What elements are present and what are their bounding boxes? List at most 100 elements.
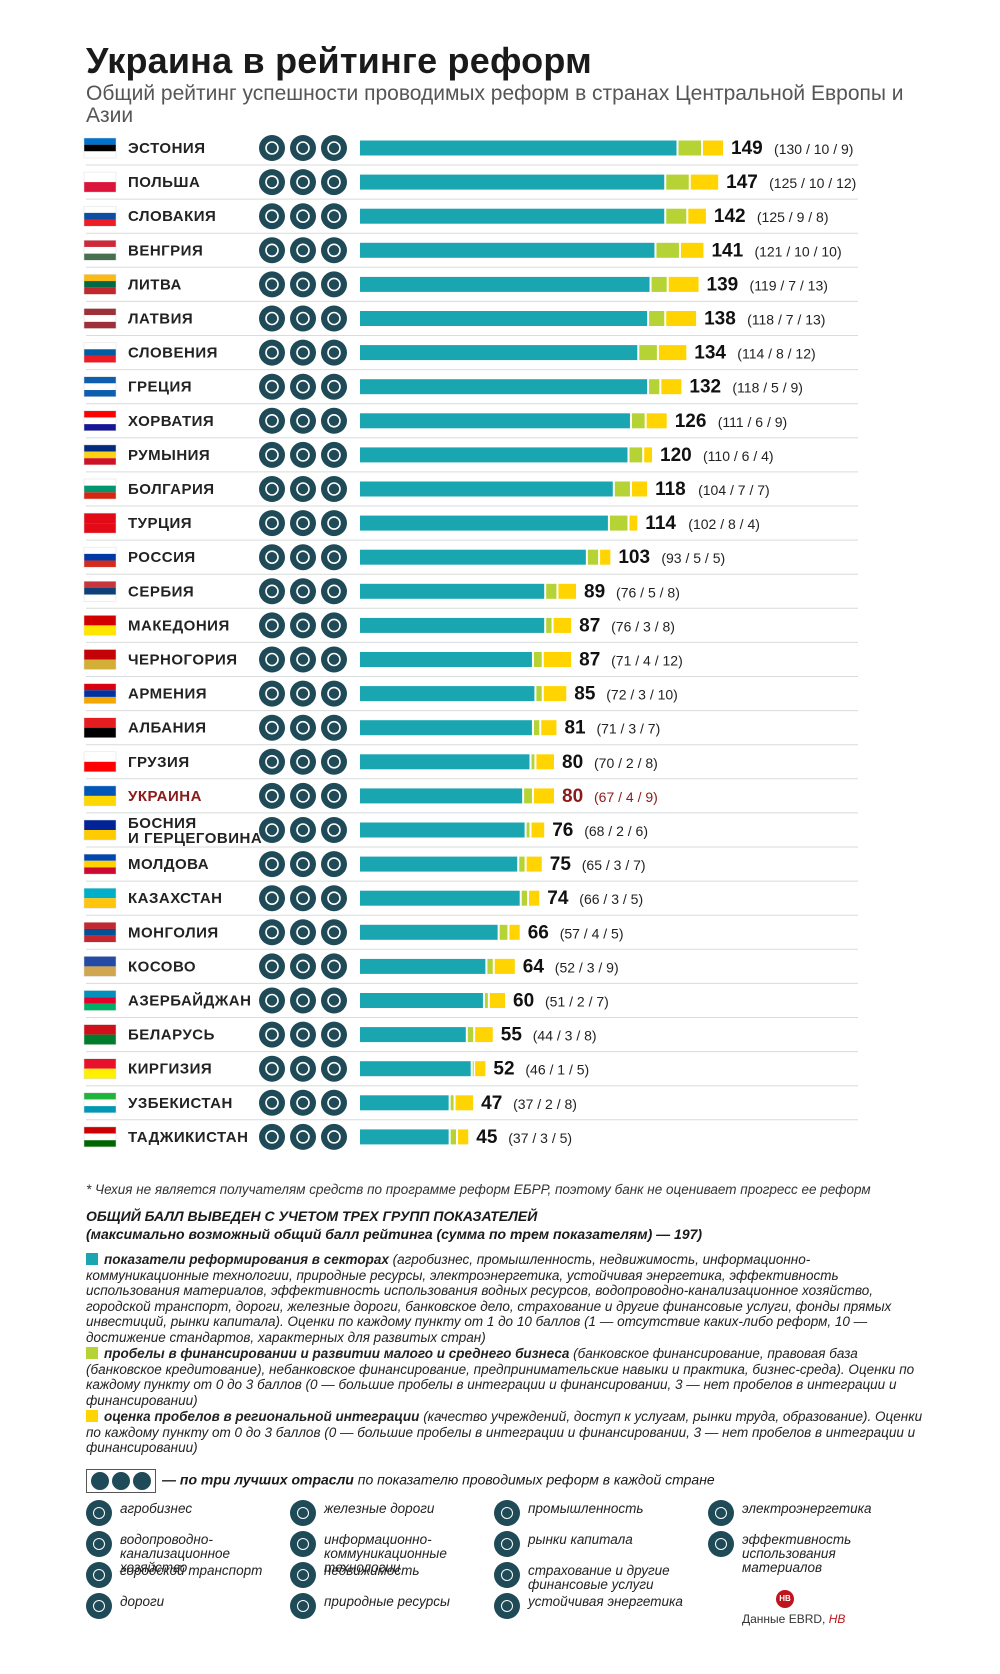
best-title: — по три лучших отрасли [162,1471,354,1488]
best-sectors-icons [86,1469,156,1493]
sector-icon-glyph [327,413,341,428]
sector-icon-glyph [327,1130,341,1144]
chart-row: МОЛДОВА 75 (65 / 3 / 7) [83,851,858,882]
sector-icon [259,817,285,843]
icon-key-label: городской транспорт [120,1563,263,1578]
parts-label: (125 / 9 / 8) [757,209,829,225]
flag-icon [83,887,117,909]
bar-sector [360,276,650,292]
sector-icon [259,1055,285,1082]
sector-icon-glyph [296,754,310,769]
sector-icon [259,748,285,775]
ranking-chart: ЭСТОНИЯ 149 (130 / 10 / 9) ПОЛЬША 147 (125 / … [83,135,858,1150]
sector-icon [290,919,316,946]
sector-icon [290,544,316,571]
sector-icon-glyph [327,1027,341,1042]
bar-integration [690,174,719,190]
sector-icon-glyph [296,959,310,974]
country-label: И ГЕРЦЕГОВИНА [128,830,262,847]
bar-integration [455,1095,474,1111]
country-label: ЧЕРНОГОРИЯ [128,652,238,669]
sector-icon-glyph [296,720,310,735]
sector-icon [86,1531,112,1557]
sector-icon [290,748,316,775]
sector-icon [321,714,347,741]
sector-icon [259,578,285,605]
sector-icon [321,510,347,537]
total-label: 89 [584,581,605,602]
parts-label: (125 / 10 / 12) [769,175,856,191]
parts-label: (37 / 2 / 8) [513,1096,577,1112]
bar-finance [484,993,488,1008]
sector-icon [290,476,316,502]
sector-icon [494,1500,520,1526]
icon-key-label: эффективность использования материалов [742,1532,852,1575]
sector-icon-glyph [265,448,279,462]
sector-icon-glyph [296,209,310,223]
bar-integration [600,549,611,565]
bar-finance [531,754,535,770]
sector-icon [290,1021,316,1048]
sector-icon [321,817,347,843]
sector-icon [259,646,285,673]
flag-icon [83,137,117,159]
sector-icon [321,953,347,980]
bar-integration [526,856,542,872]
sector-icon [321,987,347,1014]
total-label: 87 [579,650,600,671]
sector-icon [321,305,347,332]
flag-icon [83,683,117,704]
icon-key-label: устойчивая энергетика [528,1594,683,1609]
flag-icon [83,410,117,432]
flag-icon [83,990,117,1011]
bar-finance [519,856,525,872]
sector-icon-glyph [265,1027,279,1042]
sector-icon [259,544,285,571]
icon-key-label: страхование и другие финансовые услуги [528,1563,670,1592]
sector-icon [259,373,285,400]
total-label: 147 [726,172,758,193]
sector-icon-glyph [327,277,341,292]
sector-icon [259,1089,285,1116]
sector-icon [259,135,285,161]
sector-icon-glyph [265,925,279,940]
sector-icon [259,305,285,332]
integration-swatch [86,1410,98,1422]
sector-icon-glyph [265,243,279,258]
sector-icon [290,339,316,366]
sector-icon-glyph [296,379,310,394]
sector-icon-glyph [327,618,341,633]
country-label: УКРАИНА [128,788,202,805]
total-label: 134 [694,343,726,364]
parts-label: (44 / 3 / 8) [533,1028,597,1044]
bar-sector [360,1027,466,1043]
sector-icon [259,851,285,878]
country-label: БЕЛАРУСЬ [128,1027,215,1044]
country-label: КИРГИЗИЯ [128,1061,212,1078]
bar-sector [360,890,520,906]
flag-icon [83,342,117,363]
flag-icon [83,581,117,602]
sector-icon [290,987,316,1014]
country-label: АЗЕРБАЙДЖАН [128,992,251,1010]
sector-icon [321,680,347,707]
country-label: ЛАТВИЯ [128,311,193,328]
sector-icon [259,407,285,434]
bar-finance [467,1027,474,1043]
flag-icon [83,717,117,738]
bar-sector [360,311,648,326]
country-label: РУМЫНИЯ [128,447,210,464]
flag-icon [83,274,117,295]
sector-icon-glyph [296,448,310,462]
icon-key-label: электроэнергетика [742,1501,872,1516]
sector-icon [112,1472,130,1490]
parts-label: (68 / 2 / 6) [584,823,648,839]
bar-sector [360,345,638,361]
bar-finance [631,413,645,429]
country-label: СЛОВЕНИЯ [128,345,218,362]
sector-icon-glyph [265,720,279,735]
flag-icon [83,956,117,977]
chart-row: АРМЕНИЯ 85 (72 / 3 / 10) [83,680,858,712]
sector-icon [290,1123,316,1150]
sector-icon [290,1531,316,1557]
